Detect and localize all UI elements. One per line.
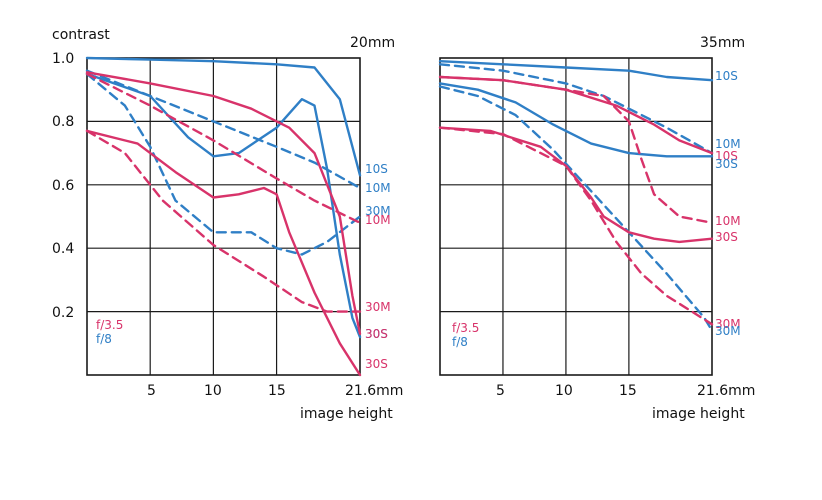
- curve-label: 30S: [715, 230, 738, 244]
- series-line-30s-f8: [438, 82, 714, 158]
- plot-frame: [86, 57, 361, 376]
- series-line-30s-f8: [85, 72, 362, 256]
- x-tick-label: 21.6mm: [345, 383, 403, 399]
- curve-label: 30M: [365, 300, 391, 314]
- panel-title: 20mm: [350, 35, 395, 51]
- grid: [86, 57, 361, 376]
- series-line-10s-f35: [438, 75, 714, 155]
- panel-20mm: 20mm 5 10 15 21.6mm image height 10S10M3…: [85, 35, 403, 422]
- legend-entry: f/3.5: [96, 318, 123, 332]
- y-tick-label: 0.4: [52, 241, 74, 257]
- y-tick-label: 1.0: [52, 51, 74, 67]
- x-tick-label: 10: [555, 383, 573, 399]
- panel-title: 35mm: [700, 35, 745, 51]
- curve-label: 10S: [715, 149, 738, 163]
- series-line-30s-f35: [85, 129, 362, 313]
- series-line-30s-f35: [438, 126, 714, 244]
- series-line-30m-f8: [85, 72, 362, 339]
- y-axis-title: contrast: [52, 27, 110, 43]
- curve-label: 30M: [715, 317, 741, 331]
- series-line-30m-f35: [438, 126, 714, 326]
- series-line-10m-f35: [438, 75, 714, 224]
- series-line-10m-f8: [85, 69, 362, 190]
- panel-35mm: 35mm 5 10 15 21.6mm image height 10S10M1…: [438, 35, 755, 422]
- series-line-10s-f35: [85, 71, 362, 335]
- series-line-10m-f35: [85, 72, 362, 224]
- x-tick-label: 21.6mm: [697, 383, 755, 399]
- x-axis-title: image height: [652, 406, 745, 422]
- curve-label: 30S: [715, 157, 738, 171]
- curve-label: 30S: [365, 357, 388, 371]
- series-line-10s-f8: [85, 56, 362, 177]
- curve-label: 10M: [715, 137, 741, 151]
- x-tick-label: 10: [204, 383, 222, 399]
- curve-label: 30S: [365, 327, 388, 341]
- grid: [439, 57, 713, 376]
- series-line-10m-f8: [438, 85, 714, 332]
- curve-label: 10M: [365, 181, 391, 195]
- curve-label: 30S: [365, 327, 388, 341]
- curve-label: 10S: [715, 69, 738, 83]
- x-tick-label: 5: [496, 383, 505, 399]
- legend-entry: f/3.5: [452, 321, 479, 335]
- y-tick-label: 0.2: [52, 305, 74, 321]
- x-tick-label: 15: [619, 383, 637, 399]
- series-line-10s-f8: [438, 60, 714, 82]
- plot-frame: [439, 57, 713, 376]
- y-tick-label: 0.6: [52, 178, 74, 194]
- curve-label: 10M: [715, 214, 741, 228]
- x-axis-title: image height: [300, 406, 393, 422]
- x-tick-label: 5: [147, 383, 156, 399]
- curve-label: 10M: [365, 213, 391, 227]
- curve-label: 30M: [365, 204, 391, 218]
- x-tick-label: 15: [268, 383, 286, 399]
- legend-entry: f/8: [96, 332, 112, 346]
- legend-entry: f/8: [452, 335, 468, 349]
- curve-label: 30M: [715, 324, 741, 338]
- curve-label: 10S: [365, 162, 388, 176]
- y-tick-label: 0.8: [52, 114, 74, 130]
